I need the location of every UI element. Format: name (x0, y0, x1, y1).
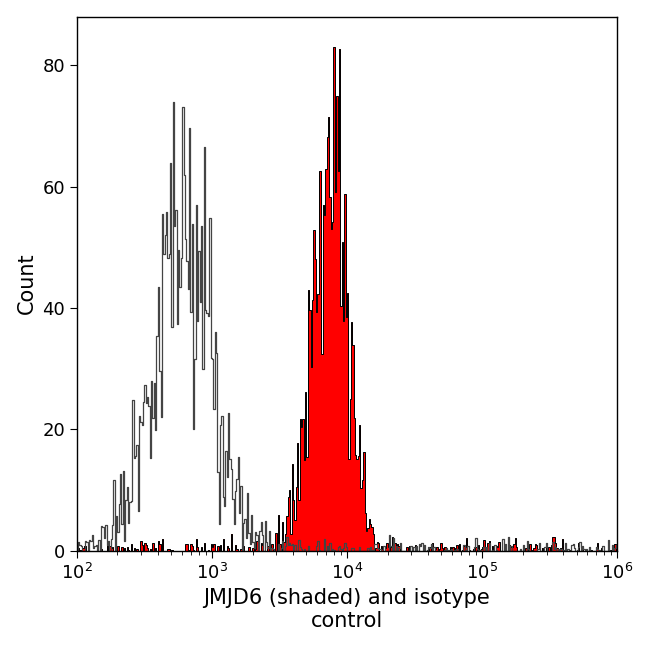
Y-axis label: Count: Count (17, 253, 36, 314)
X-axis label: JMJD6 (shaded) and isotype
control: JMJD6 (shaded) and isotype control (203, 588, 490, 631)
